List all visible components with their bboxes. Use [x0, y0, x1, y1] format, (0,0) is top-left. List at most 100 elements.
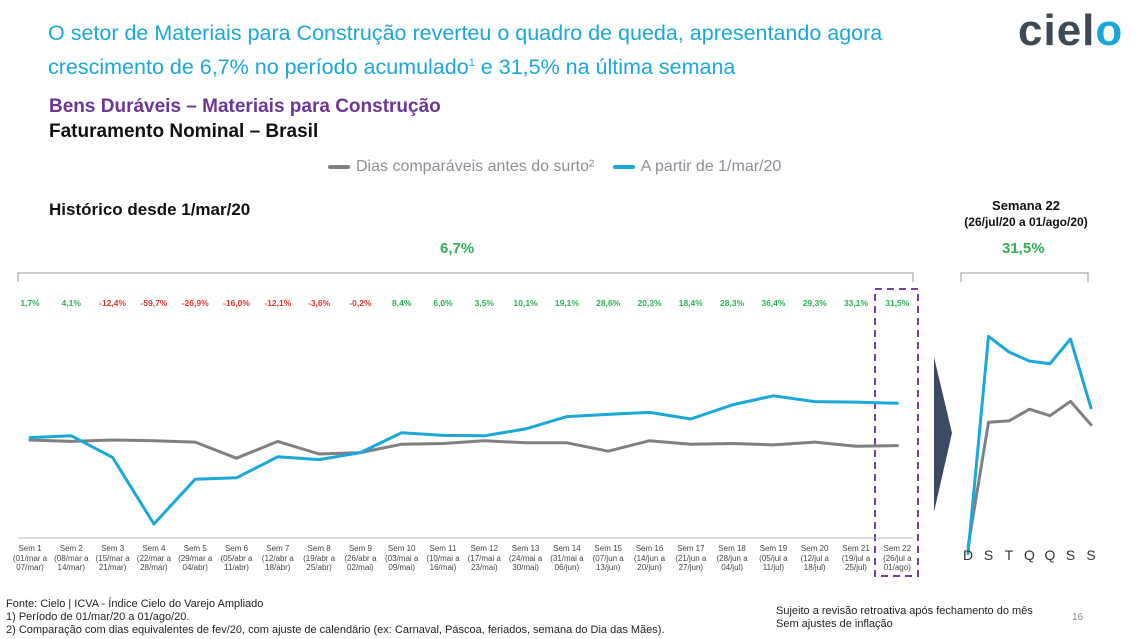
growth-label: 10,1%: [514, 298, 539, 308]
x-tick-date-line2: 21/mar): [99, 563, 127, 572]
growth-label: -59,7%: [140, 298, 167, 308]
x-tick-date-line1: (24/mai a: [509, 554, 543, 563]
legend-gray-swatch: [328, 164, 350, 169]
x-tick-date-line2: 04/jul): [721, 563, 743, 572]
page-number: 16: [1072, 612, 1084, 623]
x-tick-date-line2: 13/jun): [596, 563, 621, 572]
week-subtitle: (26/jul/20 a 01/ago/20): [964, 215, 1088, 229]
x-tick-date-line1: (08/mar a: [54, 554, 89, 563]
growth-label: 4,1%: [62, 298, 82, 308]
growth-label: -16,0%: [223, 298, 250, 308]
x-tick-date-line2: 07/mar): [16, 563, 44, 572]
week-day-label: D: [963, 547, 973, 563]
x-tick-label: Sem 6: [225, 544, 249, 553]
x-tick-label: Sem 4: [142, 544, 166, 553]
x-tick-date-line2: 20/jun): [637, 563, 662, 572]
cumulative-growth: 6,7%: [440, 240, 475, 257]
growth-label: 8,4%: [392, 298, 412, 308]
footer-note1: 1) Período de 01/mar/20 a 01/ago/20.: [6, 611, 190, 623]
x-tick-label: Sem 1: [18, 544, 42, 553]
x-tick-date-line2: 01/ago): [884, 563, 911, 572]
footer-disclaimer: Sujeito a revisão retroativa após fecham…: [776, 605, 1033, 631]
x-tick-date-line1: (19/abr a: [303, 554, 336, 563]
growth-label: -0,2%: [349, 298, 372, 308]
x-tick-label: Sem 9: [349, 544, 373, 553]
growth-label: 36,4%: [761, 298, 786, 308]
x-tick-label: Sem 12: [471, 544, 499, 553]
x-tick-date-line2: 16/mai): [430, 563, 457, 572]
x-tick-date-line2: 18/jul): [804, 563, 826, 572]
legend-gray: Dias comparáveis antes do surto²: [328, 158, 594, 176]
x-tick-date-line2: 11/abr): [224, 563, 249, 572]
x-tick-label: Sem 21: [842, 544, 870, 553]
legend-gray-label: Dias comparáveis antes do surto²: [356, 158, 595, 175]
week-chart-title: Semana 22 (26/jul/20 a 01/ago/20): [946, 197, 1106, 231]
x-tick-date-line2: 02/mai): [347, 563, 374, 572]
footer-right1: Sujeito a revisão retroativa após fecham…: [776, 605, 1033, 617]
headline: O setor de Materiais para Construção rev…: [48, 18, 1008, 82]
headline-line2: crescimento de 6,7% no período acumulado…: [48, 48, 1008, 82]
headline-line2-b: e 31,5% na última semana: [474, 55, 736, 80]
subtitle-sector: Bens Duráveis – Materiais para Construçã…: [49, 96, 441, 117]
growth-label: 3,5%: [475, 298, 495, 308]
week-line-blue: [966, 334, 1093, 555]
subtitle-metric: Faturamento Nominal – Brasil: [49, 121, 319, 142]
x-tick-label: Sem 13: [512, 544, 540, 553]
history-chart-title: Histórico desde 1/mar/20: [49, 200, 251, 219]
footer-right2: Sem ajustes de inflação: [776, 618, 893, 630]
history-bracket: [17, 272, 914, 282]
x-tick-label: Sem 20: [801, 544, 829, 553]
x-tick-date-line1: (28/jun a: [717, 554, 749, 563]
growth-label: 31,5%: [885, 298, 910, 308]
week-growth: 31,5%: [1002, 240, 1045, 257]
x-tick-label: Sem 3: [101, 544, 125, 553]
growth-label: 28,6%: [596, 298, 621, 308]
x-tick-date-line1: (05/abr a: [220, 554, 253, 563]
x-tick-label: Sem 16: [636, 544, 664, 553]
growth-label: 33,1%: [844, 298, 869, 308]
growth-label: 20,3%: [637, 298, 662, 308]
cielo-logo: cielo: [1018, 6, 1123, 56]
x-tick-label: Sem 5: [184, 544, 208, 553]
x-tick-date-line2: 27/jun): [679, 563, 704, 572]
week-day-label: T: [1005, 547, 1014, 563]
x-tick-label: Sem 19: [760, 544, 788, 553]
x-tick-date-line2: 28/mar): [140, 563, 168, 572]
headline-line2-a: crescimento de 6,7% no período acumulado: [48, 55, 469, 80]
arrow-separator: [934, 357, 952, 512]
week-day-label: S: [984, 547, 993, 563]
x-tick-label: Sem 10: [388, 544, 416, 553]
x-tick-label: Sem 11: [430, 544, 458, 553]
week-day-label: Q: [1024, 547, 1035, 563]
growth-label: 18,4%: [679, 298, 704, 308]
x-tick-date-line1: (03/mai a: [385, 554, 419, 563]
growth-label: 29,3%: [803, 298, 828, 308]
x-tick-label: Sem 7: [266, 544, 290, 553]
x-tick-date-line1: (07/jun a: [593, 554, 625, 563]
week-title: Semana 22: [992, 198, 1060, 213]
growth-label: -12,4%: [99, 298, 126, 308]
headline-footnote-marker: 1: [468, 57, 475, 69]
x-tick-label: Sem 17: [677, 544, 705, 553]
growth-label: -12,1%: [264, 298, 291, 308]
growth-label: 1,7%: [20, 298, 40, 308]
x-tick-date-line2: 25/jul): [845, 563, 867, 572]
growth-label: -26,9%: [182, 298, 209, 308]
x-tick-date-line1: (31/mai a: [550, 554, 584, 563]
x-tick-date-line1: (17/mai a: [468, 554, 502, 563]
x-tick-date-line1: (12/jul a: [800, 554, 829, 563]
footer-source: Fonte: Cielo | ICVA - Índice Cielo do Va…: [6, 598, 264, 610]
week-bracket: [960, 272, 1089, 282]
x-tick-date-line1: (19/jul a: [842, 554, 871, 563]
growth-label: 28,3%: [720, 298, 745, 308]
x-tick-date-line1: (15/mar a: [95, 554, 130, 563]
history-line-gray: [28, 438, 899, 460]
x-tick-date-line2: 14/mar): [58, 563, 86, 572]
x-tick-date-line1: (21/jun a: [675, 554, 707, 563]
x-tick-date-line1: (14/jun a: [634, 554, 666, 563]
x-tick-date-line2: 11/jul): [763, 563, 785, 572]
x-tick-date-line1: (29/mar a: [178, 554, 213, 563]
history-line-blue: [28, 394, 899, 526]
x-tick-date-line2: 25/abr): [306, 563, 332, 572]
x-tick-date-line2: 06/jun): [555, 563, 580, 572]
